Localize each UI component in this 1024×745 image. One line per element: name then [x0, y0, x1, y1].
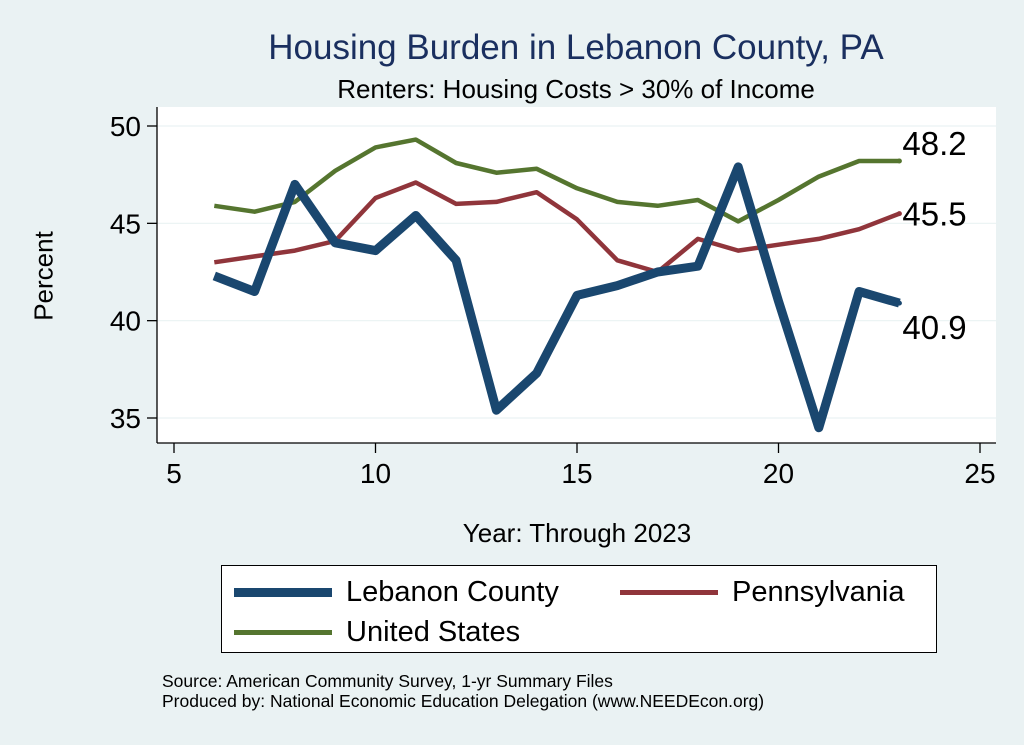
end-marker-lebanon-county — [896, 300, 902, 306]
end-labels: 40.9 45.5 48.2 — [896, 125, 967, 346]
plot-area — [157, 107, 996, 443]
y-tick-label-50: 50 — [110, 111, 141, 142]
x-tick-label-15: 15 — [561, 458, 592, 489]
legend-item-pennsylvania: Pennsylvania — [620, 576, 905, 609]
x-axis-label: Year: Through 2023 — [462, 518, 692, 548]
series-line-lebanon-county — [212, 162, 901, 433]
footer: Source: American Community Survey, 1-yr … — [162, 671, 764, 711]
end-marker-united-states — [896, 158, 902, 164]
legend-swatch-pennsylvania — [620, 590, 718, 595]
series-line-united-states — [213, 137, 900, 224]
end-label-pennsylvania: 45.5 — [902, 196, 966, 233]
axes: 35 40 45 50 5 10 15 20 25 — [110, 107, 996, 489]
x-tick-label-20: 20 — [763, 458, 794, 489]
end-label-united-states: 48.2 — [902, 125, 966, 162]
legend-item-lebanon-county: Lebanon County — [234, 576, 559, 609]
x-tick-label-10: 10 — [360, 458, 391, 489]
x-tick-label-25: 25 — [964, 458, 995, 489]
x-tick-label-5: 5 — [166, 458, 182, 489]
y-tick-label-35: 35 — [110, 403, 141, 434]
gridlines — [157, 125, 996, 419]
legend-label-lebanon-county: Lebanon County — [346, 576, 559, 608]
legend: Lebanon County Pennsylvania United State… — [221, 565, 937, 653]
series-lines — [212, 137, 901, 433]
y-axis-label: Percent — [28, 231, 59, 321]
legend-swatch-united-states — [234, 630, 332, 635]
end-label-lebanon-county: 40.9 — [902, 309, 966, 346]
legend-label-united-states: United States — [346, 616, 521, 648]
legend-item-united-states: United States — [234, 616, 520, 649]
legend-swatch-lebanon-county — [234, 588, 332, 597]
chart-subtitle: Renters: Housing Costs > 30% of Income — [337, 74, 815, 104]
y-tick-label-40: 40 — [110, 306, 141, 337]
produced-by-note: Produced by: National Economic Education… — [162, 691, 765, 711]
y-tick-label-45: 45 — [110, 208, 141, 239]
legend-label-pennsylvania: Pennsylvania — [732, 576, 905, 608]
end-marker-pennsylvania — [896, 211, 902, 217]
source-note: Source: American Community Survey, 1-yr … — [162, 671, 613, 691]
chart-title: Housing Burden in Lebanon County, PA — [268, 28, 884, 67]
series-line-pennsylvania — [213, 180, 901, 275]
